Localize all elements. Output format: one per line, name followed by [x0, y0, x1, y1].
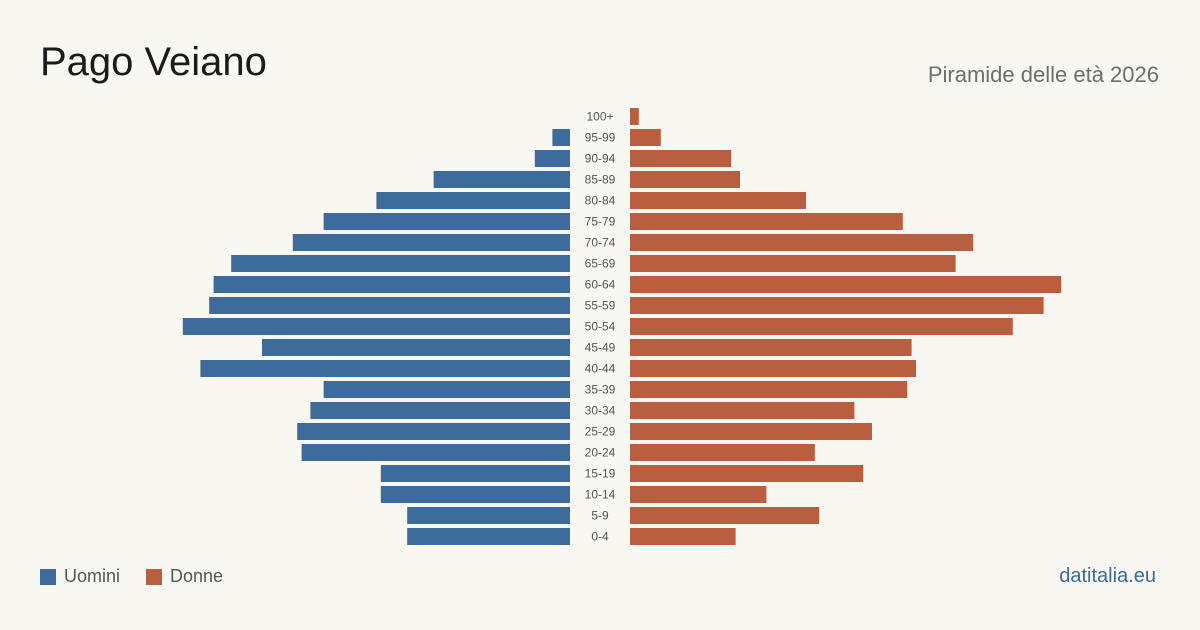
chart-title: Pago Veiano	[40, 40, 267, 84]
bar-female-70-74	[630, 234, 974, 251]
tick-label-100+: 100+	[586, 110, 613, 124]
tick-label-70-74: 70-74	[585, 236, 616, 250]
tick-label-45-49: 45-49	[585, 341, 616, 355]
legend-item-male: Uomini	[40, 566, 120, 587]
tick-label-40-44: 40-44	[585, 362, 616, 376]
tick-label-20-24: 20-24	[585, 446, 616, 460]
bar-male-70-74	[292, 234, 570, 251]
bar-female-80-84	[630, 192, 806, 209]
bar-female-60-64	[630, 276, 1062, 293]
tick-label-35-39: 35-39	[585, 383, 616, 397]
bar-female-65-69	[630, 255, 956, 272]
bar-male-45-49	[262, 339, 570, 356]
tick-label-80-84: 80-84	[585, 194, 616, 208]
legend-swatch-female	[146, 568, 163, 585]
tick-label-5-9: 5-9	[591, 509, 609, 523]
bar-female-10-14	[630, 486, 767, 503]
bar-male-25-29	[297, 423, 570, 440]
tick-label-95-99: 95-99	[585, 131, 616, 145]
legend-label-male: Uomini	[64, 566, 121, 586]
bar-female-15-19	[630, 465, 864, 482]
bar-female-30-34	[630, 402, 855, 419]
bar-female-40-44	[630, 360, 916, 377]
bar-male-95-99	[552, 129, 570, 146]
bar-male-75-79	[323, 213, 570, 230]
bar-female-25-29	[630, 423, 872, 440]
tick-label-10-14: 10-14	[585, 488, 616, 502]
tick-label-85-89: 85-89	[585, 173, 616, 187]
tick-label-50-54: 50-54	[585, 320, 616, 334]
bar-male-55-59	[209, 297, 570, 314]
tick-label-75-79: 75-79	[585, 215, 616, 229]
bar-male-60-64	[213, 276, 570, 293]
bar-male-40-44	[200, 360, 570, 377]
bar-female-45-49	[630, 339, 912, 356]
bar-female-75-79	[630, 213, 903, 230]
bar-female-35-39	[630, 381, 908, 398]
bar-male-0-4	[407, 528, 570, 545]
bar-male-85-89	[433, 171, 570, 188]
legend-item-female: Donne	[146, 566, 223, 587]
bar-male-30-34	[310, 402, 570, 419]
bar-male-5-9	[407, 507, 570, 524]
bar-male-10-14	[380, 486, 570, 503]
bar-female-5-9	[630, 507, 820, 524]
bar-male-65-69	[231, 255, 570, 272]
bar-female-90-94	[630, 150, 732, 167]
chart-subtitle: Piramide delle età 2026	[927, 62, 1159, 87]
bar-female-0-4	[630, 528, 736, 545]
bar-female-55-59	[630, 297, 1044, 314]
bar-male-15-19	[380, 465, 570, 482]
bar-female-100+	[630, 108, 639, 125]
bar-female-95-99	[630, 129, 661, 146]
legend-label-female: Donne	[170, 566, 224, 586]
tick-label-0-4: 0-4	[591, 530, 609, 544]
bar-male-90-94	[534, 150, 570, 167]
tick-label-65-69: 65-69	[585, 257, 616, 271]
bar-female-50-54	[630, 318, 1013, 335]
bar-female-20-24	[630, 444, 815, 461]
legend: Uomini Donne	[40, 566, 249, 587]
bar-male-35-39	[323, 381, 570, 398]
bar-male-80-84	[376, 192, 570, 209]
bar-male-50-54	[182, 318, 571, 335]
tick-label-30-34: 30-34	[585, 404, 616, 418]
tick-label-55-59: 55-59	[585, 299, 616, 313]
source-link[interactable]: datitalia.eu	[1059, 565, 1156, 587]
tick-label-60-64: 60-64	[585, 278, 616, 292]
tick-label-25-29: 25-29	[585, 425, 616, 439]
legend-swatch-male	[40, 568, 56, 585]
bar-female-85-89	[630, 171, 740, 188]
tick-label-90-94: 90-94	[585, 152, 616, 166]
tick-label-15-19: 15-19	[585, 467, 616, 481]
bar-male-20-24	[301, 444, 570, 461]
